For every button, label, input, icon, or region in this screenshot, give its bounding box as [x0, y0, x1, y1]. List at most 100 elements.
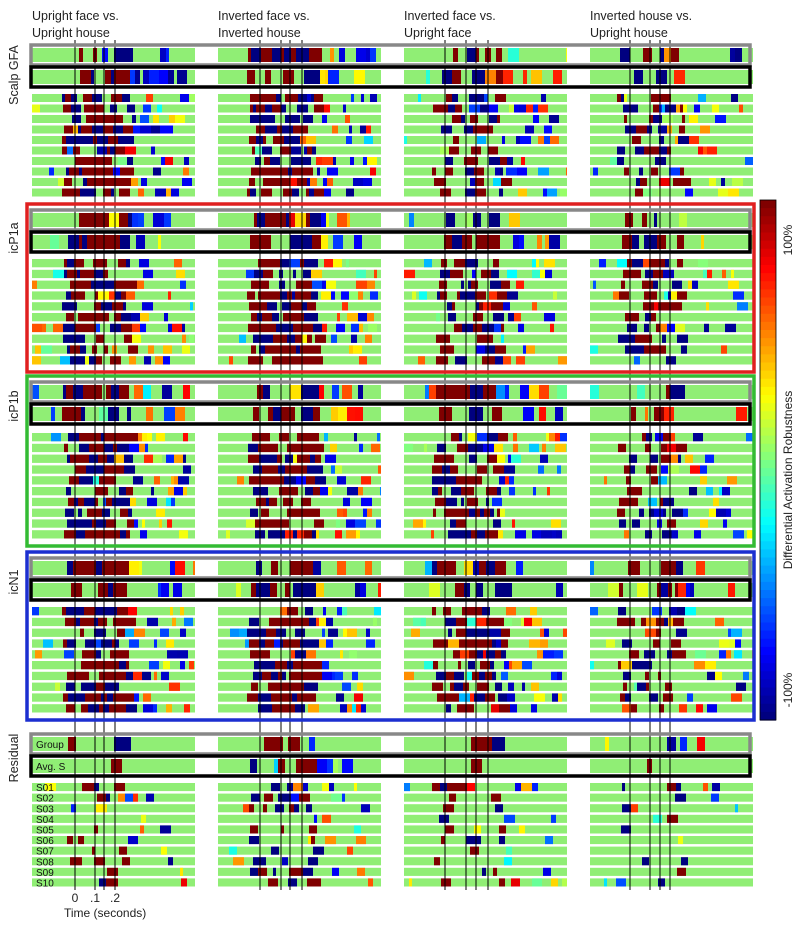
heat-mark	[542, 443, 546, 453]
heat-mark	[540, 628, 544, 637]
heat-mark	[73, 146, 80, 155]
heat-mark	[507, 157, 513, 165]
heat-mark	[97, 146, 107, 155]
heat-mark	[496, 385, 505, 399]
heat-mark	[659, 146, 667, 155]
colorbar-swatch	[760, 411, 776, 420]
heat-mark	[78, 454, 89, 463]
heat-mark	[308, 661, 313, 670]
heat-mark	[639, 167, 643, 176]
heat-mark	[453, 650, 460, 659]
colorbar-swatch	[760, 354, 776, 364]
heat-mark	[109, 115, 115, 123]
heat-mark	[333, 759, 338, 773]
heat-mark	[505, 476, 509, 485]
heat-mark	[510, 704, 517, 713]
heat-mark	[533, 104, 538, 113]
heat-mark	[239, 334, 246, 343]
heat-mark	[258, 443, 268, 453]
heat-mark	[273, 334, 277, 343]
heat-mark	[65, 617, 71, 627]
heat-mark	[302, 323, 305, 333]
heat-mark	[500, 157, 507, 165]
heat-mark	[424, 259, 432, 268]
heat-mark	[464, 561, 473, 575]
heat-mark	[649, 693, 658, 702]
heat-mark	[677, 607, 685, 616]
heat-mark	[170, 561, 175, 575]
heat-mark	[282, 302, 291, 311]
heat-mark	[441, 836, 445, 845]
heat-mark	[328, 487, 332, 496]
heat-mark	[346, 259, 349, 268]
heat-mark	[113, 693, 120, 702]
heat-mark	[467, 671, 472, 681]
heat-mark	[280, 146, 291, 155]
heat-mark	[464, 583, 470, 597]
row-cell	[32, 269, 195, 279]
heat-mark	[76, 617, 80, 627]
row-cell	[404, 146, 567, 155]
heat-mark	[506, 846, 512, 855]
heat-mark	[289, 213, 295, 227]
heat-mark	[260, 519, 264, 528]
heat-mark	[103, 269, 108, 279]
heat-mark	[161, 583, 169, 597]
heat-mark	[86, 783, 94, 792]
heat-mark	[440, 291, 447, 300]
heat-mark	[85, 323, 96, 333]
heat-mark	[304, 259, 311, 268]
heat-mark	[474, 167, 484, 176]
heat-mark	[254, 213, 257, 227]
heat-mark	[432, 487, 438, 496]
heat-mark	[280, 291, 287, 300]
heat-mark	[128, 280, 137, 289]
heat-mark	[293, 530, 297, 539]
heat-mark	[89, 617, 94, 627]
heat-mark	[726, 508, 731, 517]
heat-mark	[103, 704, 109, 713]
heat-mark	[620, 48, 630, 62]
heat-mark	[189, 94, 195, 102]
heat-mark	[70, 356, 76, 365]
heat-mark	[367, 157, 377, 165]
heat-mark	[673, 617, 684, 627]
row-cell	[590, 487, 753, 496]
heat-mark	[269, 125, 277, 134]
heat-mark	[170, 125, 173, 134]
heat-mark	[701, 235, 704, 249]
heat-mark	[32, 385, 39, 399]
heat-mark	[342, 607, 347, 616]
heat-mark	[263, 269, 273, 279]
heat-mark	[469, 188, 475, 197]
heat-mark	[292, 94, 295, 102]
heat-mark	[645, 443, 651, 453]
heat-mark	[360, 583, 366, 597]
colorbar-swatch	[760, 216, 776, 225]
heat-mark	[676, 561, 683, 575]
heat-mark	[646, 465, 657, 474]
heat-mark	[663, 269, 674, 279]
heat-mark	[253, 334, 259, 343]
heat-mark	[497, 291, 507, 300]
heat-mark	[642, 213, 647, 227]
heat-mark	[671, 639, 681, 648]
heat-mark	[77, 269, 80, 279]
heat-mark	[512, 519, 515, 528]
heat-mark	[299, 48, 309, 62]
heat-mark	[445, 639, 448, 648]
average-track-frame	[29, 230, 752, 254]
heat-mark	[157, 104, 162, 113]
heat-mark	[536, 259, 539, 268]
heat-mark	[694, 104, 700, 113]
heat-mark	[305, 661, 308, 670]
heat-mark	[166, 639, 174, 648]
heat-mark	[335, 671, 343, 681]
heat-mark	[590, 561, 594, 575]
heat-mark	[123, 178, 131, 186]
heat-mark	[468, 704, 474, 713]
heat-mark	[35, 345, 41, 354]
heat-mark	[658, 125, 667, 134]
heat-mark	[88, 704, 99, 713]
colorbar-min-label: -100%	[781, 672, 795, 707]
